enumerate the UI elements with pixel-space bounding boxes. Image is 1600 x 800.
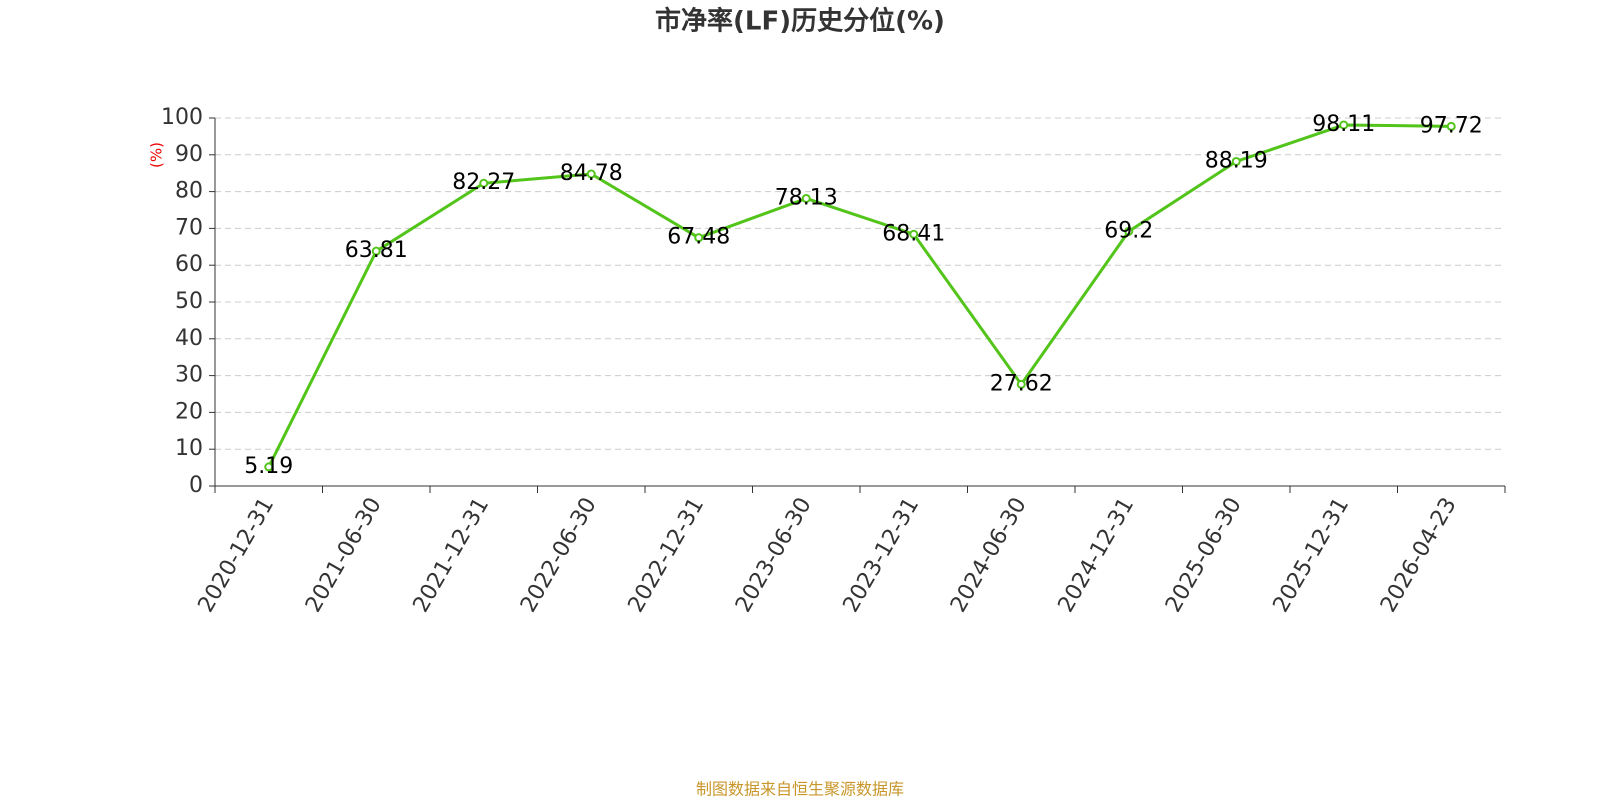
y-tick-label: 30 [175, 363, 203, 388]
data-label: 97.72 [1420, 113, 1483, 138]
data-label: 69.2 [1104, 218, 1153, 243]
data-label: 67.48 [667, 225, 730, 250]
data-label: 27.62 [990, 371, 1053, 396]
data-label: 98.11 [1312, 112, 1375, 137]
point [909, 229, 919, 239]
chart-title: 市净率(LF)历史分位(%) [655, 6, 945, 37]
point [479, 178, 489, 188]
data-label: 68.41 [882, 221, 945, 246]
data-label: 5.19 [244, 454, 293, 479]
point [1446, 121, 1456, 131]
point [1016, 379, 1026, 389]
point [264, 462, 274, 472]
data-label: 84.78 [560, 161, 623, 186]
y-tick-label: 70 [175, 215, 203, 240]
x-tick-label: 2025-12-31 [1269, 494, 1355, 617]
y-tick-label: 40 [175, 326, 203, 351]
y-axis-label: (%) [148, 142, 166, 168]
data-label: 82.27 [452, 170, 515, 195]
x-tick-label: 2023-06-30 [731, 494, 817, 617]
x-tick-label: 2022-12-31 [624, 494, 710, 617]
x-tick-label: 2021-12-31 [409, 494, 495, 617]
point [1339, 120, 1349, 130]
x-tick-label: 2026-04-23 [1376, 494, 1462, 617]
point [1124, 226, 1134, 236]
y-tick-label: 0 [189, 473, 203, 498]
y-tick-label: 90 [175, 142, 203, 167]
x-tick-label: 2023-12-31 [839, 494, 925, 617]
data-label: 78.13 [775, 185, 838, 210]
y-tick-label: 60 [175, 252, 203, 277]
x-tick-label: 2025-06-30 [1161, 494, 1247, 617]
y-tick-label: 100 [161, 105, 203, 130]
y-tick-label: 80 [175, 179, 203, 204]
point [586, 169, 596, 179]
y-tick-label: 20 [175, 399, 203, 424]
x-tick-label: 2020-12-31 [194, 494, 280, 617]
point [1231, 156, 1241, 166]
data-label: 88.19 [1205, 148, 1268, 173]
source-note: 制图数据来自恒生聚源数据库 [696, 780, 904, 799]
y-tick-label: 50 [175, 289, 203, 314]
point [371, 246, 381, 256]
x-tick-label: 2024-12-31 [1054, 494, 1140, 617]
x-tick-label: 2024-06-30 [946, 494, 1032, 617]
x-tick-label: 2022-06-30 [516, 494, 602, 617]
x-tick-label: 2021-06-30 [301, 494, 387, 617]
point [694, 233, 704, 243]
data-label: 63.81 [345, 238, 408, 263]
line [267, 123, 1452, 468]
y-tick-label: 10 [175, 436, 203, 461]
point [801, 193, 811, 203]
